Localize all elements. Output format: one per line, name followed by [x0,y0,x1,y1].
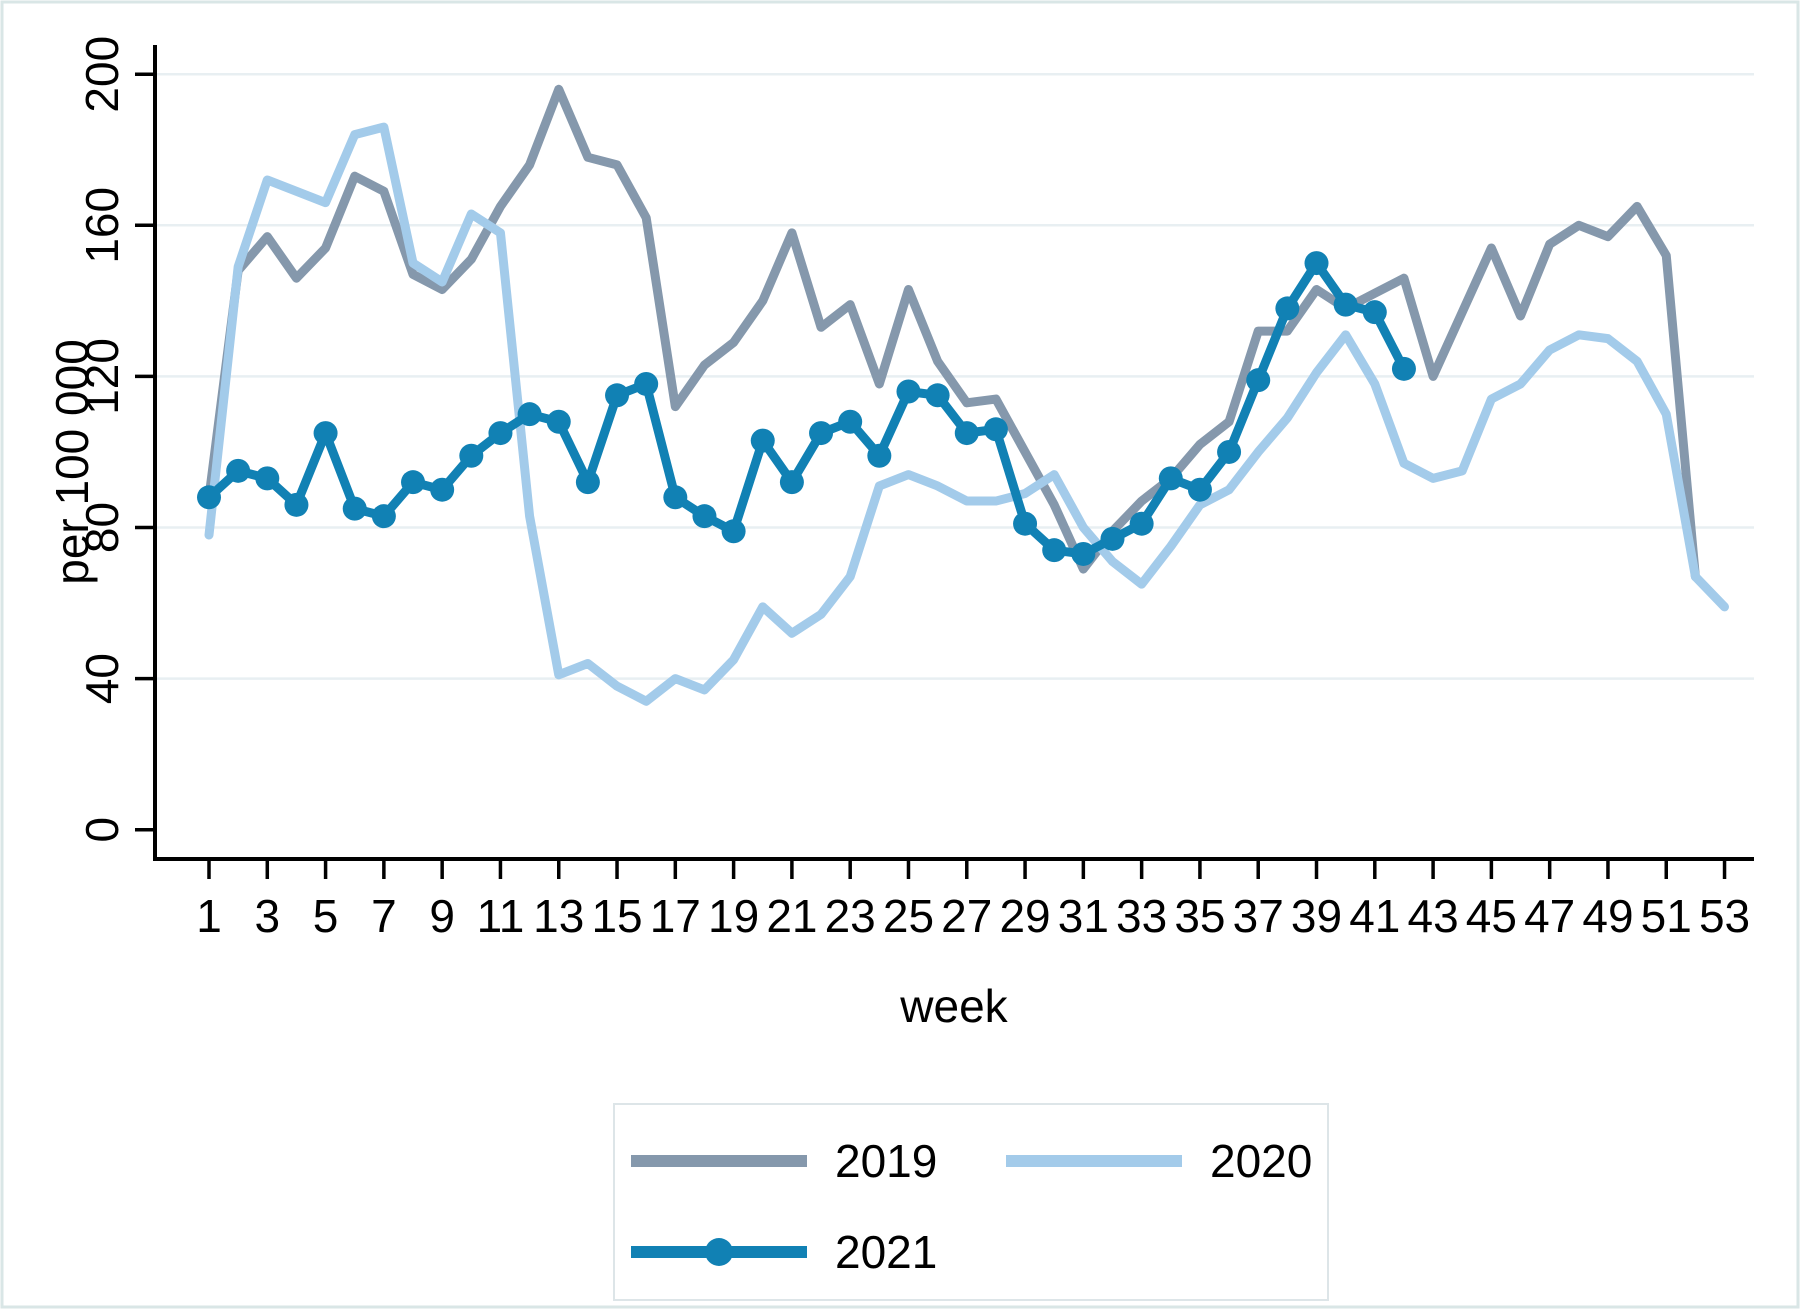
series-line-2020 [204,122,1730,706]
x-tick-label-53: 53 [1699,890,1750,942]
series-2021-marker-w19 [721,519,746,544]
series-2021-marker-w15 [605,383,630,408]
series-2021-marker-w16 [634,371,659,396]
series-2021-marker-w8 [401,470,426,495]
x-tick-label-49: 49 [1582,890,1633,942]
x-tick-label-3: 3 [254,890,280,942]
y-tick-label-200: 200 [76,36,128,113]
x-tick-label-29: 29 [999,890,1050,942]
series-2021-marker-w18 [692,504,717,529]
series-2021-marker-w40 [1333,292,1358,317]
x-tick-label-45: 45 [1466,890,1517,942]
legend-box [613,1103,1329,1301]
x-tick-label-11: 11 [477,890,525,942]
series-2021-marker-w3 [255,466,280,491]
x-tick-label-7: 7 [371,890,397,942]
series-2021-marker-w32 [1100,526,1125,551]
series-2021-marker-w33 [1129,511,1154,536]
series-2021-marker-w34 [1158,466,1183,491]
series-2021-marker-w14 [575,470,600,495]
x-tick-label-39: 39 [1291,890,1342,942]
legend-swatch-marker-2021 [705,1238,733,1266]
series-2020 [204,122,1730,706]
series-2021-marker-w17 [663,485,688,510]
y-tick-label-0: 0 [76,817,128,843]
series-2021-marker-w20 [750,428,775,453]
x-axis-tick-labels: 1 3 5 7 9 11 13 15 17 19 21 23 25 27 29 31 33 35 37 39 41 43 4… [196,890,1750,942]
series-2021-marker-w23 [838,409,863,434]
series-2021-marker-w12 [517,402,542,427]
series-2021-marker-w28 [983,417,1008,442]
series-2021 [197,251,1416,566]
x-tick-label-47: 47 [1524,890,1575,942]
series-2021-marker-w31 [1071,541,1096,566]
series-2021-marker-w5 [313,421,338,446]
series-2021-marker-w13 [546,409,571,434]
x-tick-label-9: 9 [429,890,455,942]
x-tick-label-35: 35 [1174,890,1225,942]
x-tick-label-5: 5 [313,890,339,942]
x-tick-label-33: 33 [1116,890,1167,942]
series-line-2019 [204,84,1700,582]
x-tick-label-21: 21 [766,890,817,942]
series-2021-marker-w39 [1304,251,1329,276]
series-2021-marker-w26 [925,383,950,408]
y-tick-label-120: 120 [76,338,128,415]
series-group [197,84,1730,706]
legend-label-2020: 2020 [1210,1135,1312,1187]
x-tick-label-19: 19 [708,890,759,942]
x-axis-ticks [207,859,1727,879]
x-tick-label-17: 17 [650,890,701,942]
series-2021-marker-w22 [809,421,834,446]
series-2021-marker-w35 [1187,477,1212,502]
series-2021-marker-w29 [1013,511,1038,536]
legend-label-2019: 2019 [835,1135,937,1187]
series-2021-marker-w41 [1362,300,1387,325]
x-axis-title: week [899,980,1008,1032]
x-tick-label-41: 41 [1349,890,1400,942]
x-tick-label-15: 15 [591,890,642,942]
y-axis-ticks [135,72,155,832]
series-2021-marker-w2 [226,458,251,483]
x-tick-label-31: 31 [1058,890,1109,942]
series-2021-marker-w42 [1391,356,1416,381]
y-tick-label-40: 40 [76,653,128,704]
y-tick-label-160: 160 [76,187,128,264]
x-tick-label-37: 37 [1233,890,1284,942]
series-2021-marker-w10 [459,443,484,468]
series-2021-marker-w25 [896,379,921,404]
x-tick-label-13: 13 [533,890,584,942]
series-2021-marker-w6 [342,496,367,521]
legend: 2019 2020 2021 [613,1103,1329,1301]
series-2021-marker-w4 [284,492,309,517]
series-2021-marker-w37 [1246,368,1271,393]
series-2021-marker-w7 [371,504,396,529]
series-2021-marker-w1 [197,485,221,510]
x-tick-label-27: 27 [941,890,992,942]
x-tick-label-43: 43 [1408,890,1459,942]
series-2021-marker-w11 [488,421,513,446]
series-2021-marker-w36 [1217,439,1242,464]
x-tick-label-51: 51 [1641,890,1692,942]
legend-swatches [631,1155,1182,1266]
series-2021-marker-w21 [779,470,804,495]
series-2021-marker-w27 [954,421,979,446]
x-tick-label-23: 23 [825,890,876,942]
x-tick-label-1: 1 [196,890,222,942]
series-2021-marker-w30 [1042,538,1067,563]
series-2021-marker-w24 [867,443,892,468]
series-2021-marker-w9 [430,477,455,502]
gridlines [155,72,1754,680]
series-2021-marker-w38 [1275,296,1300,321]
series-2019 [204,84,1700,582]
y-tick-label-80: 80 [76,502,128,553]
x-tick-label-25: 25 [883,890,934,942]
legend-label-2021: 2021 [835,1226,937,1278]
y-axis-title: per 100 000 [46,339,98,585]
y-axis-tick-labels: 0 40 80 120 160 200 [76,36,128,843]
